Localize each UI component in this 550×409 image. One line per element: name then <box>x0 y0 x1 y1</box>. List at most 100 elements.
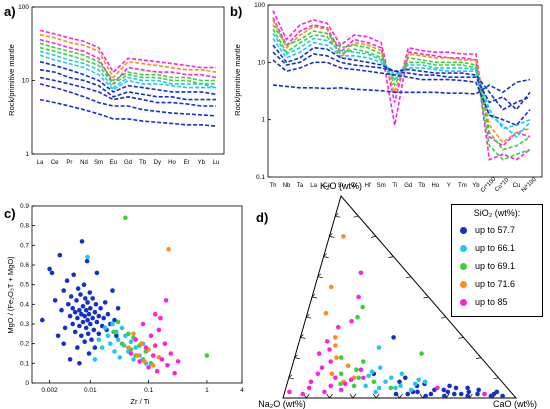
panel-d-point-6 <box>452 391 457 397</box>
panel-d-point-49 <box>354 367 359 373</box>
panel-c-x-tick-0.01: 0.01 <box>84 387 97 394</box>
panel-c-point-118 <box>143 345 149 350</box>
panel-d-point-85 <box>358 367 364 373</box>
panel-b-y-tick-10: 10 <box>258 59 266 66</box>
panel-c-point-65 <box>114 333 119 339</box>
panel-c-point-93 <box>115 319 121 325</box>
panel-c-point-31 <box>82 313 87 319</box>
panel-d-point-44 <box>393 385 398 391</box>
panel-d-point-57 <box>419 351 424 356</box>
panel-d-point-62 <box>323 310 329 316</box>
panel-d-point-64 <box>341 234 346 239</box>
panel-c-point-120 <box>148 333 154 339</box>
panel-c-point-109 <box>142 359 147 364</box>
panel-c-point-105 <box>126 345 131 350</box>
panel-c-point-40 <box>86 311 92 317</box>
panel-c-y-tick-0.9: 0.9 <box>20 203 29 210</box>
panel-c-point-87 <box>131 357 136 362</box>
legend-item-g3: up to 69.1 <box>460 259 515 273</box>
panel-a-x-tick-La: La <box>37 160 44 166</box>
panel-c-point-38 <box>85 300 90 305</box>
panel-c-point-37 <box>85 317 90 323</box>
panel-b-x-tick-Tm: Tm <box>458 183 467 189</box>
legend-label-g4: up to 71.6 <box>475 279 516 289</box>
panel-d-point-17 <box>397 379 402 385</box>
panel-c-point-22 <box>77 307 82 313</box>
panel-d-point-53 <box>355 314 360 320</box>
panel-d-point-66 <box>345 363 351 369</box>
panel-c-y-tick-0.7: 0.7 <box>20 242 29 249</box>
panel-c-point-69 <box>77 361 82 366</box>
legend-title: SiO₂ (wt%): <box>473 208 521 218</box>
ternary-left-tick-7 <box>299 334 306 339</box>
panel-c-point-59 <box>102 300 108 305</box>
panel-d-point-76 <box>338 387 344 393</box>
panel-d-point-61 <box>333 335 338 340</box>
panel-d-point-33 <box>389 375 394 381</box>
panel-c-point-63 <box>110 288 115 293</box>
panel-d-point-36 <box>412 381 418 387</box>
panel-a-series-0 <box>39 29 216 74</box>
panel-c-point-70 <box>85 254 90 260</box>
panel-c-x-tick-1: 1 <box>205 387 209 394</box>
ternary-bottom-tick-2 <box>326 393 333 399</box>
panel-c-point-17 <box>72 329 78 335</box>
panel-c-point-119 <box>146 365 151 370</box>
panel-d-point-50 <box>388 385 394 391</box>
panel-c-point-127 <box>165 363 170 368</box>
panel-d-point-68 <box>300 391 306 397</box>
panel-c-point-76 <box>108 341 113 347</box>
panel-c-point-16 <box>72 309 78 315</box>
panel-c-point-71 <box>92 357 98 362</box>
panel-c-y-tick-0.4: 0.4 <box>20 301 29 308</box>
panel-c-point-0 <box>40 317 45 323</box>
panel-c-point-130 <box>175 359 181 364</box>
panel-d-point-14 <box>500 393 505 399</box>
panel-a-x-tick-Tb: Tb <box>139 160 147 166</box>
panel-c-point-50 <box>92 345 98 350</box>
ternary-right-tick-1 <box>353 212 360 218</box>
panel-a-x-tick-Gd: Gd <box>124 160 132 166</box>
panel-d-point-72 <box>328 383 334 389</box>
panel-c-point-23 <box>77 323 82 329</box>
legend-dot-g1 <box>460 226 467 234</box>
panel-b-series-5 <box>272 32 531 130</box>
panel-d-point-7 <box>453 385 459 391</box>
panel-c-point-15 <box>71 272 76 278</box>
panel-d-point-9 <box>466 389 472 395</box>
panel-a-series-2 <box>39 38 217 86</box>
panel-c-point-132 <box>158 315 163 321</box>
ternary-left-tick-5 <box>311 293 318 299</box>
panel-d-point-42 <box>376 345 382 350</box>
panel-a: a) La Ce Pr Nd Sm Eu Gd Tb Dy Ho Er Yb Lu 1 10 100 Roc… <box>4 4 225 166</box>
panel-c-point-94 <box>119 341 125 347</box>
panel-d-point-43 <box>422 379 428 385</box>
panel-b-x-tick-Hf: Hf <box>365 183 371 189</box>
panel-c-point-18 <box>74 298 79 303</box>
panel-c-point-78 <box>112 349 117 354</box>
panel-b-x-tick-Sr: Sr <box>338 183 344 189</box>
panel-d-point-8 <box>465 393 471 399</box>
panel-c-point-43 <box>88 321 93 327</box>
panel-d-point-31 <box>383 379 388 385</box>
panel-c-point-125 <box>159 357 165 362</box>
ternary-right-tick-9 <box>493 374 500 380</box>
panel-c-point-104 <box>204 353 210 358</box>
panel-d-point-35 <box>399 371 405 377</box>
panel-b-x-tick-Sm: Sm <box>377 183 386 189</box>
ternary-left-tick-6 <box>305 313 312 319</box>
panel-a-x-tick-Lu: Lu <box>213 160 220 166</box>
panel-d-point-63 <box>328 284 334 290</box>
panel-d-point-89 <box>361 375 366 381</box>
panel-b-series-8 <box>272 51 531 111</box>
panel-c-point-61 <box>105 311 111 317</box>
panel-c-y-tick-0.8: 0.8 <box>20 223 29 230</box>
panel-c-y-tick-0: 0 <box>25 380 29 387</box>
legend-dot-g5 <box>460 298 467 306</box>
panel-b-x-tick-Tb: Tb <box>418 183 426 189</box>
panel-d-point-78 <box>348 377 354 383</box>
panel-d-point-55 <box>338 355 344 360</box>
panel-c-point-77 <box>110 321 115 327</box>
panel-b-x-tick-Zr: Zr <box>351 183 357 189</box>
